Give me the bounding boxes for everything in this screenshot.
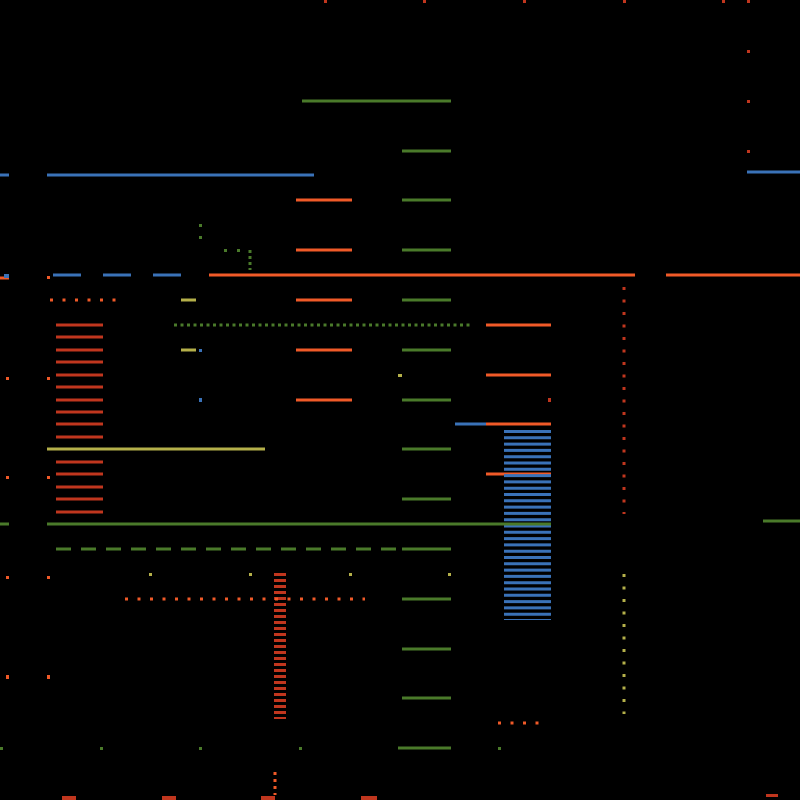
- blue-dots: [4, 274, 202, 402]
- orange-dash-column-right: [486, 323, 551, 476]
- red-dots: [62, 0, 778, 800]
- yellow-dots: [149, 374, 451, 576]
- yellow-lines: [47, 298, 626, 714]
- orange-dotted: [50, 298, 540, 795]
- orange-dash-column: [296, 198, 352, 402]
- green-long-line: [0, 519, 800, 551]
- green-dash-column: [398, 149, 451, 750]
- blue-lines: [0, 170, 800, 426]
- green-dots: [0, 224, 501, 750]
- orange-dots: [6, 276, 50, 679]
